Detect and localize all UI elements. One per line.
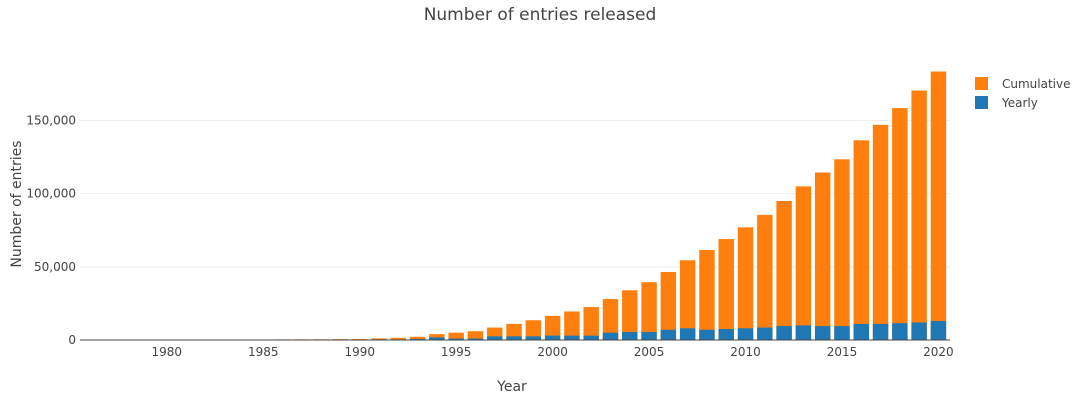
- cumulative-bar: [371, 338, 387, 340]
- cumulative-bar: [679, 260, 696, 340]
- x-tick-label: 1980: [152, 345, 183, 359]
- yearly-bar: [660, 329, 677, 340]
- yearly-bar: [679, 328, 696, 340]
- yearly-bar: [872, 323, 889, 340]
- cumulative-bar: [814, 172, 831, 340]
- cumulative-bar: [776, 201, 792, 340]
- yearly-bar: [622, 331, 638, 340]
- yearly-bar: [776, 326, 792, 340]
- cumulative-bar: [467, 331, 484, 340]
- cumulative-bar: [583, 307, 599, 340]
- cumulative-bar: [448, 332, 464, 340]
- cumulative-bar: [602, 299, 619, 340]
- cumulative-bar: [622, 290, 638, 340]
- x-tick-label: 1985: [248, 345, 279, 359]
- yearly-bar: [718, 329, 734, 340]
- yearly-bar: [641, 331, 657, 340]
- y-tick-label: 100,000: [26, 187, 76, 201]
- cumulative-bar: [853, 140, 869, 340]
- cumulative-bar: [911, 90, 927, 340]
- yearly-bar: [467, 338, 484, 340]
- yearly-bar: [506, 336, 522, 340]
- y-tick-label: 150,000: [26, 114, 76, 128]
- yearly-bar: [853, 323, 869, 340]
- y-tick-label: 0: [68, 333, 76, 347]
- yearly-bar: [834, 326, 850, 340]
- yearly-bar: [911, 322, 927, 340]
- cumulative-bar: [544, 315, 561, 340]
- y-axis-title: Number of entries: [9, 140, 25, 267]
- legend-swatch: [975, 77, 988, 90]
- cumulative-bar: [834, 159, 850, 340]
- x-tick-label: 2000: [537, 345, 568, 359]
- cumulative-bar: [699, 250, 715, 340]
- cumulative-bar: [564, 311, 580, 340]
- yearly-bar: [757, 327, 773, 340]
- cumulative-bar: [737, 227, 754, 340]
- cumulative-bar: [351, 338, 368, 340]
- yearly-bar: [448, 338, 464, 340]
- cumulative-bar: [641, 282, 657, 340]
- cumulative-bar: [795, 186, 812, 340]
- x-tick-label: 2015: [827, 345, 858, 359]
- yearly-bar: [583, 335, 599, 340]
- x-axis-title: Year: [496, 379, 527, 395]
- cumulative-bar: [718, 239, 734, 340]
- yearly-bar: [544, 335, 561, 340]
- cumulative-bar: [892, 108, 908, 340]
- cumulative-bar: [506, 323, 522, 340]
- yearly-bar: [814, 326, 831, 340]
- yearly-bar: [487, 336, 503, 340]
- x-tick-label: 2010: [730, 345, 761, 359]
- yearly-bar: [795, 325, 812, 340]
- cumulative-bar: [872, 124, 889, 340]
- yearly-bar: [930, 320, 947, 340]
- bars: [81, 71, 947, 340]
- yearly-bar: [564, 335, 580, 340]
- legend-swatch: [975, 96, 988, 109]
- cumulative-bar: [930, 71, 947, 340]
- yearly-bar: [737, 328, 754, 340]
- cumulative-bar: [757, 214, 773, 340]
- yearly-bar: [409, 338, 426, 340]
- yearly-bar: [525, 336, 542, 340]
- yearly-bar: [602, 332, 619, 340]
- yearly-bar: [429, 337, 445, 340]
- cumulative-bar: [409, 336, 426, 340]
- x-tick-label: 2005: [634, 345, 665, 359]
- x-tick-label: 1995: [441, 345, 472, 359]
- cumulative-bar: [429, 334, 445, 340]
- axes: 0 50,000 100,000 150,000 1980 1985 1990 1995 200…: [26, 114, 953, 359]
- legend-label: Cumulative: [1002, 77, 1071, 91]
- y-tick-label: 50,000: [34, 260, 76, 274]
- cumulative-bar: [390, 337, 407, 340]
- cumulative-bar: [525, 320, 542, 340]
- yearly-bar: [892, 323, 908, 340]
- x-tick-label: 1990: [344, 345, 375, 359]
- chart-title: Number of entries released: [424, 5, 657, 25]
- legend: Cumulative Yearly: [975, 77, 1071, 110]
- x-tick-label: 2020: [923, 345, 954, 359]
- yearly-bar: [699, 329, 715, 340]
- legend-label: Yearly: [1001, 96, 1038, 110]
- cumulative-bar: [660, 271, 677, 340]
